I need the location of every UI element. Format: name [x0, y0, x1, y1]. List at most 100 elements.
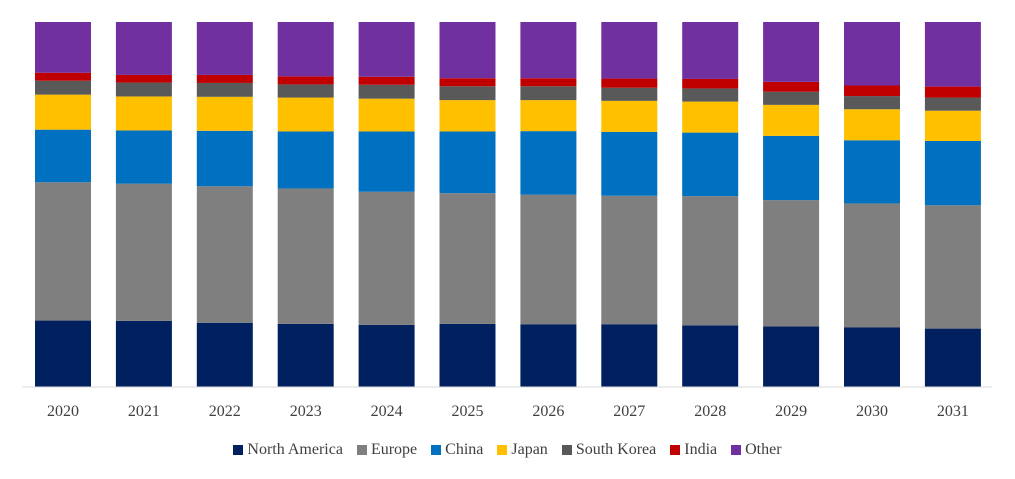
bar-2027-china [601, 131, 658, 196]
legend-label: Japan [511, 441, 548, 458]
bar-2030-india [844, 85, 900, 97]
bar-2028-india [682, 78, 739, 89]
bar-2031-japan [924, 110, 981, 141]
bar-2021-europe [115, 183, 172, 321]
legend-item-japan: Japan [497, 441, 548, 459]
bar-2027-north-america [601, 324, 658, 387]
bar-2025-north-america [439, 323, 496, 388]
bar-2020-india [35, 72, 91, 81]
bar-2029-other [763, 22, 820, 82]
x-tick-label: 2030 [856, 403, 888, 420]
bar-2026-south-korea [520, 86, 577, 101]
x-axis-ticks: 2020 2021 2022 2023 2024 2025 2026 2027 2028 2029… [47, 403, 969, 420]
bar-2023-india [277, 76, 334, 85]
bar-2029-india [763, 81, 820, 92]
bar-2020-other [35, 22, 91, 73]
bar-2028-other [682, 22, 739, 79]
bar-2028-china [682, 132, 739, 197]
bar-2023-japan [277, 97, 334, 132]
bar-2027-india [601, 78, 658, 88]
bar-2022-europe [196, 186, 253, 323]
bar-2027-japan [601, 100, 658, 132]
bar-2028-north-america [682, 325, 739, 387]
bar-2023-europe [277, 188, 334, 324]
legend-swatch [670, 445, 681, 455]
bar-2024-north-america [358, 324, 415, 387]
bar-2029-japan [763, 104, 820, 136]
bar-2023-north-america [277, 323, 334, 388]
legend-label: Other [745, 441, 782, 458]
legend-swatch [497, 445, 508, 455]
x-tick-label: 2022 [209, 403, 241, 420]
bar-2030-japan [844, 109, 900, 141]
bar-2030-china [844, 140, 900, 204]
bar-2027-europe [601, 195, 658, 325]
legend-label: China [445, 441, 484, 458]
x-tick-label: 2028 [694, 403, 726, 420]
legend-swatch [561, 445, 572, 455]
bar-2030-europe [844, 203, 900, 328]
bar-2029-europe [763, 200, 820, 327]
x-tick-label: 2023 [290, 403, 322, 420]
bar-2026-europe [520, 194, 577, 325]
bar-2021-india [115, 74, 172, 83]
bar-2024-south-korea [358, 84, 415, 99]
bar-2026-china [520, 131, 577, 195]
bar-2024-other [358, 22, 415, 77]
bar-2020-north-america [35, 320, 91, 387]
x-tick-label: 2020 [47, 403, 79, 420]
bar-2024-india [358, 76, 415, 85]
x-tick-label: 2027 [613, 403, 645, 420]
bar-2027-other [601, 22, 658, 79]
legend-swatch [431, 445, 442, 455]
bar-2031-europe [924, 205, 981, 329]
legend-item-north-america: North America [233, 441, 343, 459]
bar-2030-north-america [844, 327, 900, 387]
legend-item-china: China [431, 441, 483, 459]
legend-label: South Korea [575, 441, 657, 458]
bar-2023-south-korea [277, 84, 334, 98]
bar-2026-india [520, 78, 577, 87]
legend-item-europe: Europe [356, 441, 418, 459]
bar-2031-other [924, 22, 981, 87]
bar-2022-north-america [196, 322, 253, 387]
bar-2022-india [196, 74, 253, 83]
bar-2026-north-america [520, 324, 577, 387]
bar-2025-japan [439, 100, 496, 132]
bar-2020-south-korea [35, 80, 91, 95]
bar-2025-other [439, 22, 496, 79]
bar-2022-south-korea [196, 82, 253, 97]
bar-2025-south-korea [439, 86, 496, 101]
legend-label: Europe [370, 441, 418, 458]
x-tick-label: 2026 [532, 403, 564, 420]
x-tick-label: 2025 [452, 403, 484, 420]
bar-2020-europe [35, 182, 91, 321]
bar-2028-south-korea [682, 88, 739, 102]
legend-swatch [731, 445, 742, 455]
bar-2031-china [924, 140, 981, 206]
bar-2021-china [115, 130, 172, 184]
legend-item-south-korea: South Korea [561, 441, 657, 459]
bar-2020-japan [35, 94, 91, 130]
legend-swatch [233, 445, 244, 455]
bar-2029-north-america [763, 326, 820, 387]
bar-2028-europe [682, 196, 739, 326]
bar-2030-other [844, 22, 900, 86]
bar-2027-south-korea [601, 87, 658, 101]
bar-2025-europe [439, 193, 496, 324]
bar-2025-india [439, 78, 496, 87]
bar-2021-japan [115, 96, 172, 131]
bar-2025-china [439, 131, 496, 194]
bar-2031-south-korea [924, 97, 981, 111]
x-tick-label: 2021 [128, 403, 160, 420]
bar-2029-south-korea [763, 91, 820, 105]
legend-label: India [684, 441, 718, 458]
bar-2024-europe [358, 191, 415, 325]
bar-2029-china [763, 135, 820, 201]
bar-2021-north-america [115, 320, 172, 388]
bar-2023-china [277, 131, 334, 189]
x-tick-label: 2031 [937, 403, 969, 420]
bar-2023-other [277, 22, 334, 77]
legend-swatch [356, 445, 367, 455]
legend-item-india: India [670, 441, 717, 459]
